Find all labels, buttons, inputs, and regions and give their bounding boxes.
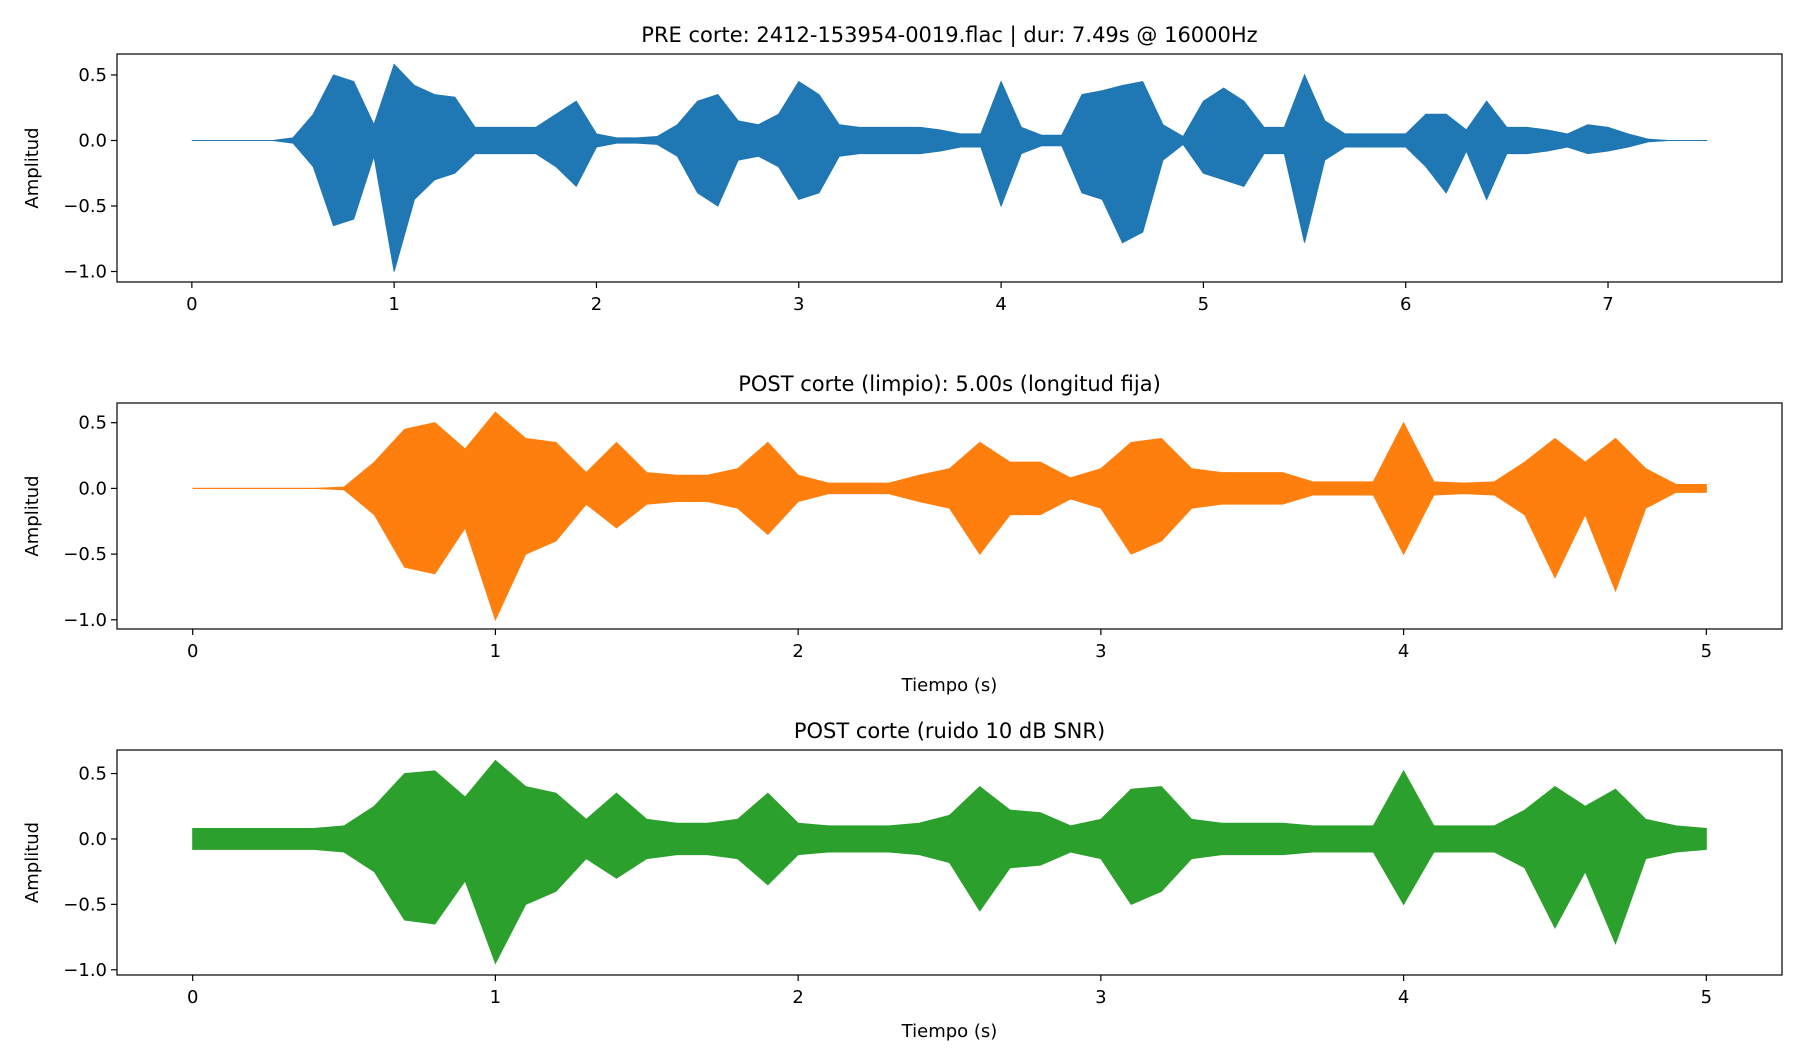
x-tick-label: 1	[490, 641, 501, 662]
y-tick-label: −0.5	[63, 544, 107, 565]
x-tick-label: 2	[792, 987, 803, 1008]
y-tick-label: −1.0	[63, 960, 107, 981]
chart-panel: POST corte (ruido 10 dB SNR) Amplitud Tiem…	[22, 719, 1783, 1042]
x-tick-label: 5	[1701, 641, 1712, 662]
y-tick-label: 0.0	[78, 829, 107, 850]
y-tick-label: 0.5	[78, 65, 107, 86]
y-axis-label: Amplitud	[22, 127, 43, 208]
waveform-envelope	[192, 487, 1707, 622]
x-tick-label: 2	[591, 294, 602, 315]
plot-frame	[116, 749, 1783, 976]
y-tick-label: 0.5	[78, 413, 107, 434]
x-tick-label: 4	[995, 294, 1006, 315]
y-axis-label: Amplitud	[22, 475, 43, 556]
chart-title: PRE corte: 2412-153954-0019.flac | dur: …	[641, 23, 1257, 48]
y-tick-label: 0.0	[78, 478, 107, 499]
x-tick-label: 6	[1400, 294, 1411, 315]
waveform-envelope	[191, 139, 1708, 272]
waveform-envelope	[191, 63, 1708, 141]
chart-title: POST corte (ruido 10 dB SNR)	[794, 719, 1105, 743]
x-tick-label: 0	[187, 987, 198, 1008]
y-tick-label: 0.5	[78, 764, 107, 785]
x-tick-label: 3	[793, 294, 804, 315]
chart-title: POST corte (limpio): 5.00s (longitud fij…	[738, 372, 1161, 396]
waveform-envelope	[192, 759, 1707, 840]
chart-panel: POST corte (limpio): 5.00s (longitud fij…	[22, 372, 1783, 696]
y-axis-label: Amplitud	[22, 822, 43, 903]
y-tick-label: −1.0	[63, 262, 107, 283]
chart-panel: PRE corte: 2412-153954-0019.flac | dur: …	[22, 23, 1783, 315]
x-tick-label: 3	[1095, 641, 1106, 662]
x-tick-label: 2	[792, 641, 803, 662]
x-tick-label: 1	[388, 294, 399, 315]
x-tick-label: 7	[1602, 294, 1613, 315]
x-tick-label: 1	[490, 987, 501, 1008]
x-axis-label: Tiempo (s)	[901, 675, 998, 696]
x-tick-label: 5	[1198, 294, 1209, 315]
waveform-envelope	[192, 411, 1707, 489]
x-tick-label: 4	[1398, 641, 1409, 662]
y-tick-label: −0.5	[63, 196, 107, 217]
x-tick-label: 0	[186, 294, 197, 315]
x-axis-label: Tiempo (s)	[901, 1021, 998, 1042]
plot-frame	[116, 402, 1783, 630]
x-tick-label: 4	[1398, 987, 1409, 1008]
y-tick-label: 0.0	[78, 130, 107, 151]
x-tick-label: 3	[1095, 987, 1106, 1008]
y-tick-label: −1.0	[63, 610, 107, 631]
y-tick-label: −0.5	[63, 894, 107, 915]
waveform-envelope	[192, 838, 1707, 965]
x-tick-label: 0	[187, 641, 198, 662]
plot-frame	[116, 53, 1783, 283]
x-tick-label: 5	[1701, 987, 1712, 1008]
